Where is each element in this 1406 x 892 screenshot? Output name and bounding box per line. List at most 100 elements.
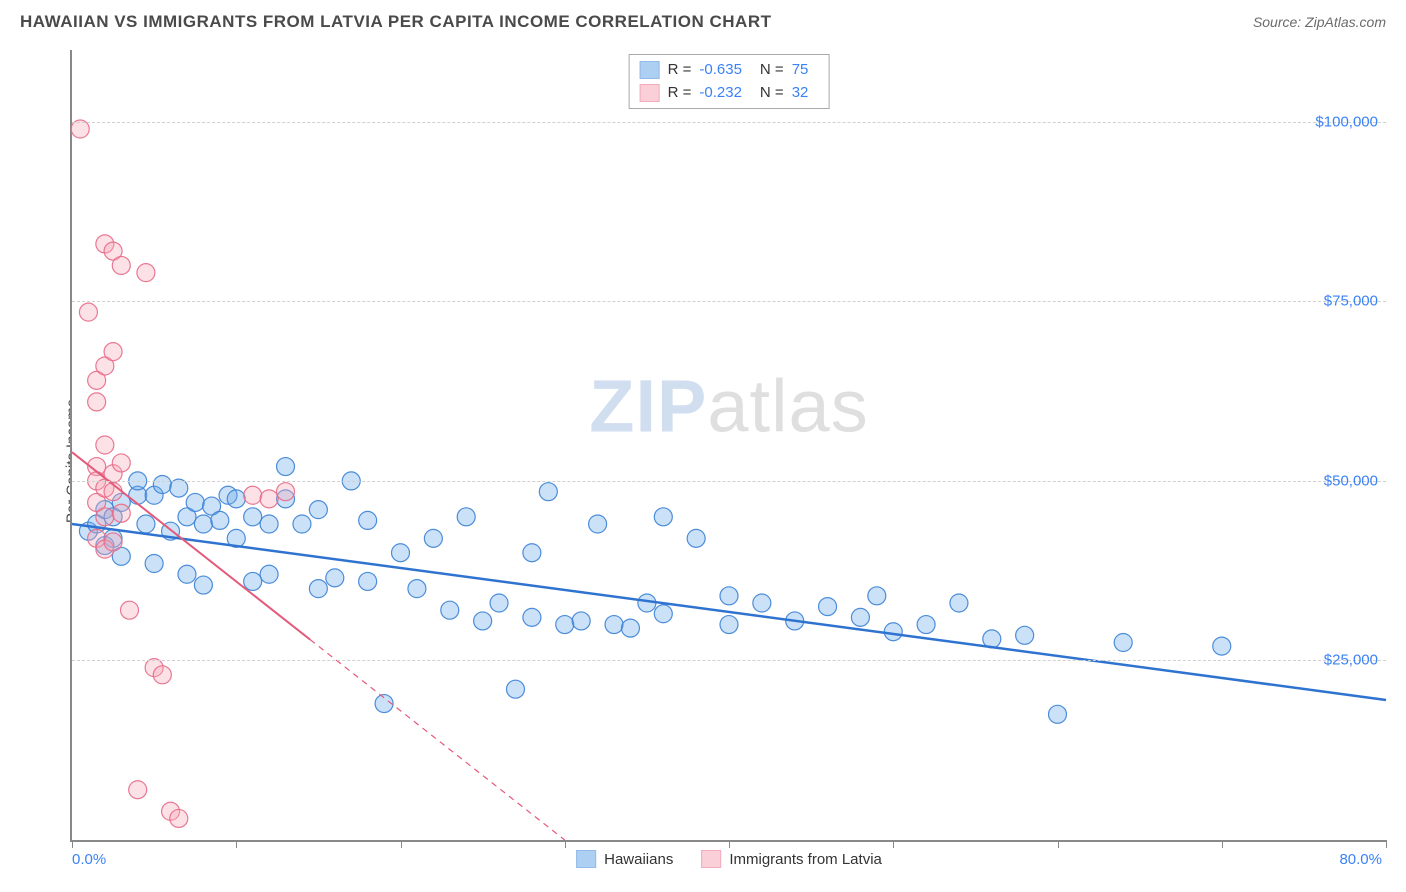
series-legend-label: Immigrants from Latvia [729,851,882,868]
data-point [112,256,130,274]
x-tick [1222,840,1223,848]
data-point [104,343,122,361]
data-point [1049,705,1067,723]
stat-r-label: R = [668,59,692,82]
data-point [490,594,508,612]
x-tick [1386,840,1387,848]
data-point [572,612,590,630]
data-point [523,544,541,562]
data-point [260,565,278,583]
data-point [1213,637,1231,655]
data-point [539,483,557,501]
legend-swatch [576,850,596,868]
y-tick-label: $25,000 [1324,652,1378,669]
stat-n-label: N = [760,59,784,82]
data-point [137,515,155,533]
trend-line-extrapolated [310,640,565,840]
data-point [326,569,344,587]
data-point [917,616,935,634]
x-tick [236,840,237,848]
x-tick [401,840,402,848]
data-point [392,544,410,562]
data-point [884,623,902,641]
data-point [359,511,377,529]
series-legend-item: Immigrants from Latvia [701,850,882,868]
data-point [211,511,229,529]
data-point [605,616,623,634]
legend-swatch [701,850,721,868]
stat-n-label: N = [760,82,784,105]
gridline [72,481,1386,482]
legend-swatch [640,61,660,79]
chart-container: Per Capita Income ZIPatlas R = -0.635N =… [20,50,1386,872]
data-point [424,529,442,547]
plot-area: ZIPatlas R = -0.635N = 75R = -0.232N = 3… [70,50,1386,842]
data-point [309,580,327,598]
data-point [153,666,171,684]
data-point [194,515,212,533]
stat-n-value: 32 [792,82,809,105]
x-tick [893,840,894,848]
x-tick-label: 0.0% [72,851,106,868]
gridline [72,660,1386,661]
data-point [194,576,212,594]
data-point [309,501,327,519]
data-point [170,809,188,827]
source-attribution: Source: ZipAtlas.com [1253,14,1386,30]
data-point [96,508,114,526]
gridline [72,122,1386,123]
data-point [145,555,163,573]
data-point [687,529,705,547]
stat-r-value: -0.232 [699,82,742,105]
x-tick-label: 80.0% [1339,851,1382,868]
data-point [654,508,672,526]
data-point [457,508,475,526]
data-point [277,483,295,501]
data-point [408,580,426,598]
data-point [104,533,122,551]
data-point [178,565,196,583]
data-point [720,587,738,605]
data-point [556,616,574,634]
x-tick [565,840,566,848]
data-point [244,572,262,590]
data-point [96,436,114,454]
y-tick-label: $75,000 [1324,293,1378,310]
data-point [227,490,245,508]
data-point [819,598,837,616]
trend-line [72,524,1386,700]
data-point [1114,634,1132,652]
legend-swatch [640,84,660,102]
chart-title: HAWAIIAN VS IMMIGRANTS FROM LATVIA PER C… [20,12,772,32]
data-point [293,515,311,533]
stat-r-label: R = [668,82,692,105]
data-point [851,608,869,626]
data-point [112,454,130,472]
data-point [260,515,278,533]
y-tick-label: $100,000 [1315,113,1378,130]
stat-n-value: 75 [792,59,809,82]
data-point [523,608,541,626]
data-point [153,476,171,494]
data-point [244,508,262,526]
gridline [72,301,1386,302]
stats-legend: R = -0.635 N = 75 R = -0.232 N = 32 [629,54,830,109]
data-point [753,594,771,612]
data-point [654,605,672,623]
data-point [244,486,262,504]
x-tick [1058,840,1059,848]
data-point [260,490,278,508]
stats-legend-row: R = -0.635 N = 75 [640,59,819,82]
data-point [88,393,106,411]
x-tick [729,840,730,848]
data-point [359,572,377,590]
data-point [186,493,204,511]
data-point [79,303,97,321]
stats-legend-row: R = -0.232 N = 32 [640,82,819,105]
x-tick [72,840,73,848]
data-point [506,680,524,698]
data-point [868,587,886,605]
stat-r-value: -0.635 [699,59,742,82]
series-legend-label: Hawaiians [604,851,673,868]
data-point [441,601,459,619]
